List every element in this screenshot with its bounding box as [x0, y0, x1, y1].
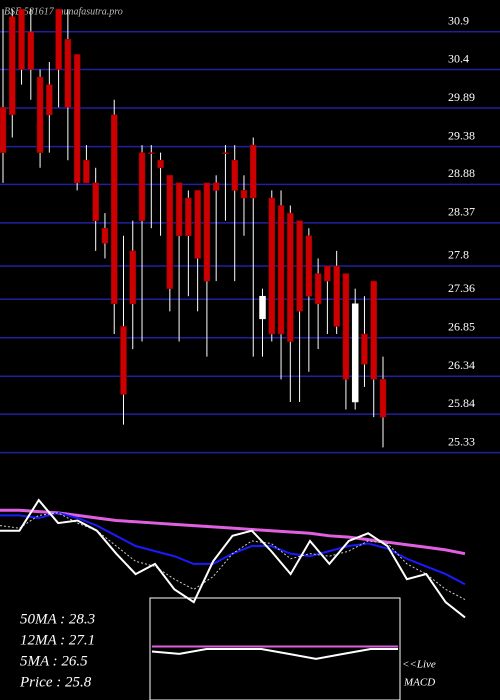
candle-body	[314, 273, 322, 305]
candle-body	[9, 16, 16, 116]
candle-body	[351, 303, 359, 403]
candle-body	[361, 333, 368, 365]
candle-body	[92, 182, 99, 221]
macd-line	[151, 648, 398, 660]
ma-label: 5MA : 26.5	[20, 653, 88, 669]
candle-body	[185, 197, 192, 237]
candle-body	[333, 265, 340, 327]
ma-line	[0, 512, 466, 601]
y-tick-label: 27.36	[448, 281, 475, 295]
ma-label: 50MA : 28.3	[20, 611, 95, 627]
macd-label: MACD	[403, 677, 435, 689]
candle-body	[324, 265, 331, 282]
candle-body	[157, 159, 164, 168]
candle-body	[222, 152, 229, 154]
y-tick-label: 30.4	[448, 51, 469, 65]
candle-body	[249, 144, 257, 199]
candle-body	[101, 227, 109, 244]
chart-title: BSE 581617 munafasutra.pro	[4, 6, 123, 17]
y-tick-label: 30.9	[448, 13, 469, 27]
candle-body	[73, 54, 81, 184]
candle-body	[129, 250, 137, 305]
candle-body	[120, 326, 127, 395]
ma-line	[0, 511, 466, 586]
y-tick-label: 25.33	[448, 434, 475, 448]
ma-line	[0, 508, 466, 556]
candle-body	[342, 273, 350, 380]
candle-body	[305, 235, 313, 297]
macd-box	[149, 597, 401, 700]
candle-body	[370, 280, 377, 380]
y-tick-label: 29.38	[448, 128, 475, 142]
candle-body	[110, 114, 118, 305]
candle-body	[203, 182, 211, 282]
candle-body	[83, 159, 90, 184]
y-tick-label: 27.8	[448, 248, 469, 262]
candle-body	[212, 182, 220, 191]
candle-body	[296, 220, 303, 312]
candle-body	[287, 212, 294, 342]
candle-body	[46, 84, 53, 116]
candle-body	[231, 159, 238, 191]
candle-body	[175, 182, 183, 237]
y-tick-label: 28.88	[448, 166, 475, 180]
candle-body	[259, 295, 266, 320]
candle-body	[166, 175, 174, 289]
candle-body	[138, 152, 146, 221]
macd-label: <<Live	[402, 659, 436, 671]
candle-body	[27, 31, 35, 70]
y-tick-label: 25.84	[448, 396, 475, 410]
y-tick-label: 28.37	[448, 205, 475, 219]
y-tick-label: 26.85	[448, 320, 475, 334]
candle-body	[379, 379, 387, 418]
y-tick-label: 29.89	[448, 90, 475, 104]
ma-label: Price : 25.8	[19, 674, 92, 690]
y-tick-label: 26.34	[448, 358, 475, 372]
candle-body	[240, 190, 248, 199]
candle-body	[268, 197, 276, 335]
ma-label: 12MA : 27.1	[20, 632, 95, 648]
candle-body	[36, 76, 44, 153]
candle-body	[0, 107, 7, 153]
candle-body	[277, 205, 285, 335]
candle-body	[194, 190, 201, 259]
candle-body	[148, 152, 155, 154]
ma-line	[0, 498, 466, 619]
candle-body	[64, 39, 72, 108]
candle-body	[55, 8, 62, 70]
candle-body	[18, 8, 25, 70]
